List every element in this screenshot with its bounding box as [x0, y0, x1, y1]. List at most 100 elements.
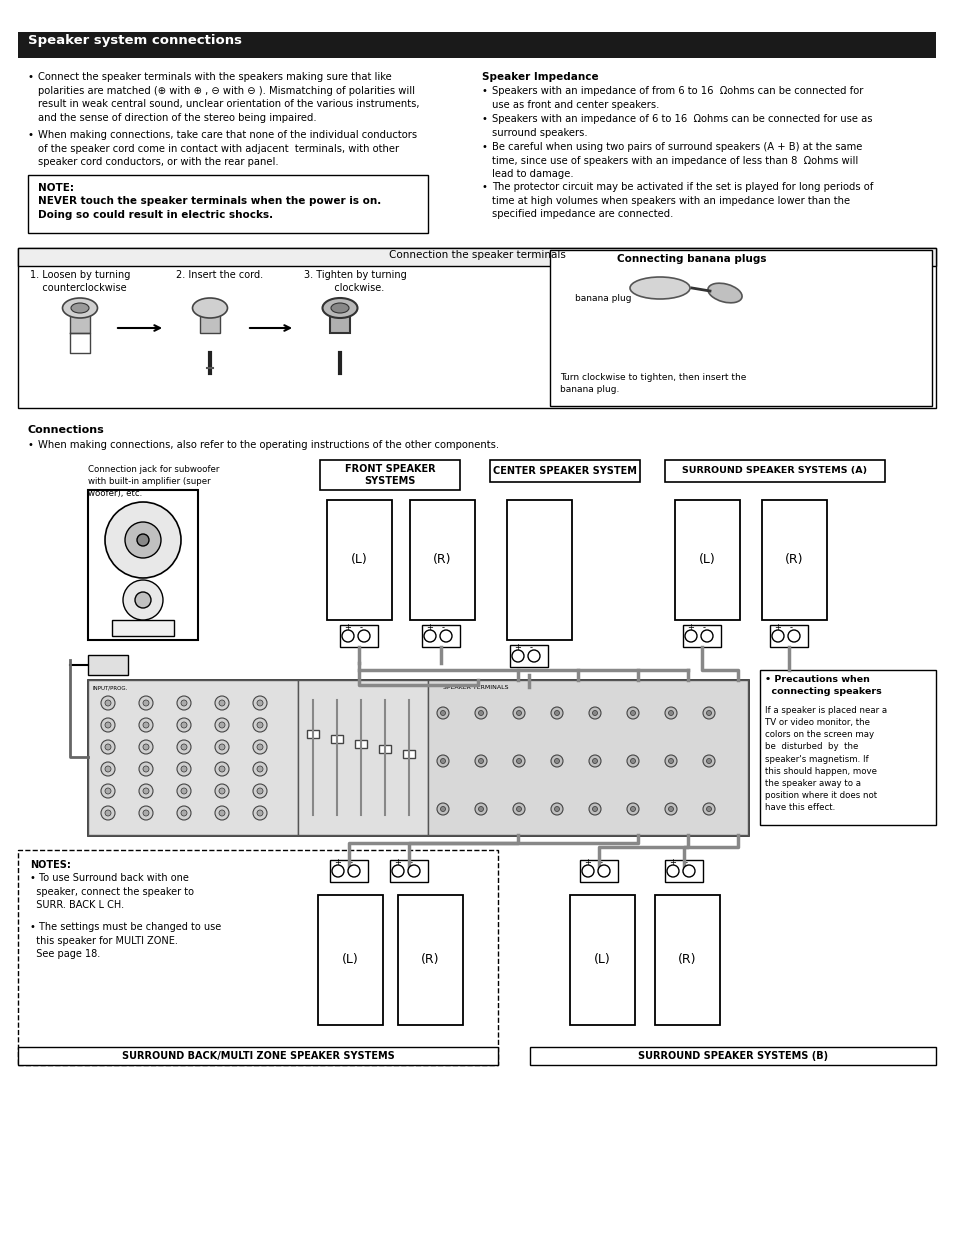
Circle shape [787, 630, 800, 642]
Circle shape [512, 649, 523, 662]
Circle shape [516, 807, 521, 811]
Text: +: + [344, 623, 351, 632]
Circle shape [105, 743, 111, 750]
Circle shape [143, 700, 149, 706]
Circle shape [135, 593, 151, 609]
Text: Speaker Impedance: Speaker Impedance [481, 72, 598, 82]
Text: •: • [481, 87, 487, 96]
Circle shape [478, 807, 483, 811]
Circle shape [392, 865, 403, 877]
Bar [88, 490, 198, 640]
Circle shape [332, 865, 344, 877]
Circle shape [630, 710, 635, 715]
Circle shape [177, 807, 191, 820]
Text: If a speaker is placed near a
TV or video monitor, the
colors on the screen may
: If a speaker is placed near a TV or vide… [764, 706, 886, 813]
Circle shape [137, 534, 149, 546]
Circle shape [253, 696, 267, 710]
Text: 3. Tighten by turning
   clockwise.: 3. Tighten by turning clockwise. [303, 270, 406, 293]
Circle shape [105, 766, 111, 772]
Circle shape [668, 807, 673, 811]
Text: (L): (L) [341, 954, 358, 966]
Text: -: - [410, 858, 413, 867]
Circle shape [139, 762, 152, 776]
Circle shape [219, 700, 225, 706]
Text: (R): (R) [420, 954, 438, 966]
Circle shape [101, 784, 115, 798]
Circle shape [516, 758, 521, 763]
Text: NOTE:: NOTE: [38, 183, 74, 193]
Bar [18, 32, 935, 58]
Bar [18, 1047, 497, 1065]
Bar [88, 680, 747, 835]
Circle shape [592, 710, 597, 715]
Circle shape [253, 740, 267, 755]
Circle shape [516, 710, 521, 715]
Circle shape [256, 788, 263, 794]
Circle shape [554, 807, 558, 811]
Circle shape [177, 696, 191, 710]
Bar [390, 860, 428, 882]
Text: Connect the speaker terminals with the speakers making sure that like
polarities: Connect the speaker terminals with the s… [38, 72, 419, 122]
Text: +: + [426, 623, 433, 632]
Circle shape [598, 865, 609, 877]
Bar [675, 500, 740, 620]
Text: (L): (L) [593, 954, 610, 966]
Circle shape [181, 810, 187, 816]
Text: CENTER SPEAKER SYSTEM: CENTER SPEAKER SYSTEM [493, 466, 637, 476]
Ellipse shape [629, 277, 689, 299]
Text: +: + [334, 858, 340, 867]
Circle shape [592, 758, 597, 763]
Circle shape [702, 803, 714, 815]
Text: SURROUND SPEAKER SYSTEMS (A): SURROUND SPEAKER SYSTEMS (A) [681, 466, 866, 475]
Circle shape [219, 743, 225, 750]
Text: SPEAKER TERMINALS: SPEAKER TERMINALS [442, 685, 508, 690]
Bar [378, 745, 391, 753]
Circle shape [513, 708, 524, 719]
Circle shape [551, 708, 562, 719]
Bar [319, 460, 459, 490]
Circle shape [408, 865, 419, 877]
Circle shape [475, 755, 486, 767]
Circle shape [588, 755, 600, 767]
Circle shape [664, 708, 677, 719]
Circle shape [664, 755, 677, 767]
Bar [428, 680, 747, 835]
Bar [355, 740, 367, 748]
Circle shape [702, 708, 714, 719]
Text: -: - [599, 858, 602, 867]
Circle shape [513, 755, 524, 767]
Bar [331, 735, 343, 743]
Circle shape [439, 630, 452, 642]
Circle shape [214, 762, 229, 776]
Circle shape [256, 722, 263, 729]
Circle shape [181, 743, 187, 750]
Circle shape [551, 755, 562, 767]
Circle shape [177, 762, 191, 776]
Circle shape [139, 784, 152, 798]
Bar [664, 460, 884, 482]
Circle shape [101, 696, 115, 710]
Circle shape [551, 803, 562, 815]
Circle shape [527, 649, 539, 662]
Circle shape [475, 708, 486, 719]
Circle shape [440, 807, 445, 811]
Bar [530, 1047, 935, 1065]
Circle shape [702, 755, 714, 767]
Text: banana plug: banana plug [575, 294, 631, 303]
Circle shape [181, 722, 187, 729]
Text: +: + [583, 858, 590, 867]
Text: 2. Insert the cord.: 2. Insert the cord. [176, 270, 263, 280]
Text: Speakers with an impedance of 6 to 16  Ωohms can be connected for use as
surroun: Speakers with an impedance of 6 to 16 Ωo… [492, 114, 872, 137]
Text: +: + [773, 623, 781, 632]
Text: Connecting banana plugs: Connecting banana plugs [617, 254, 766, 263]
Circle shape [143, 810, 149, 816]
Circle shape [105, 502, 181, 578]
Circle shape [357, 630, 370, 642]
Circle shape [626, 755, 639, 767]
Circle shape [700, 630, 712, 642]
Circle shape [253, 807, 267, 820]
Bar [410, 500, 475, 620]
Text: Speaker system connections: Speaker system connections [28, 33, 242, 47]
Circle shape [630, 807, 635, 811]
Circle shape [105, 810, 111, 816]
